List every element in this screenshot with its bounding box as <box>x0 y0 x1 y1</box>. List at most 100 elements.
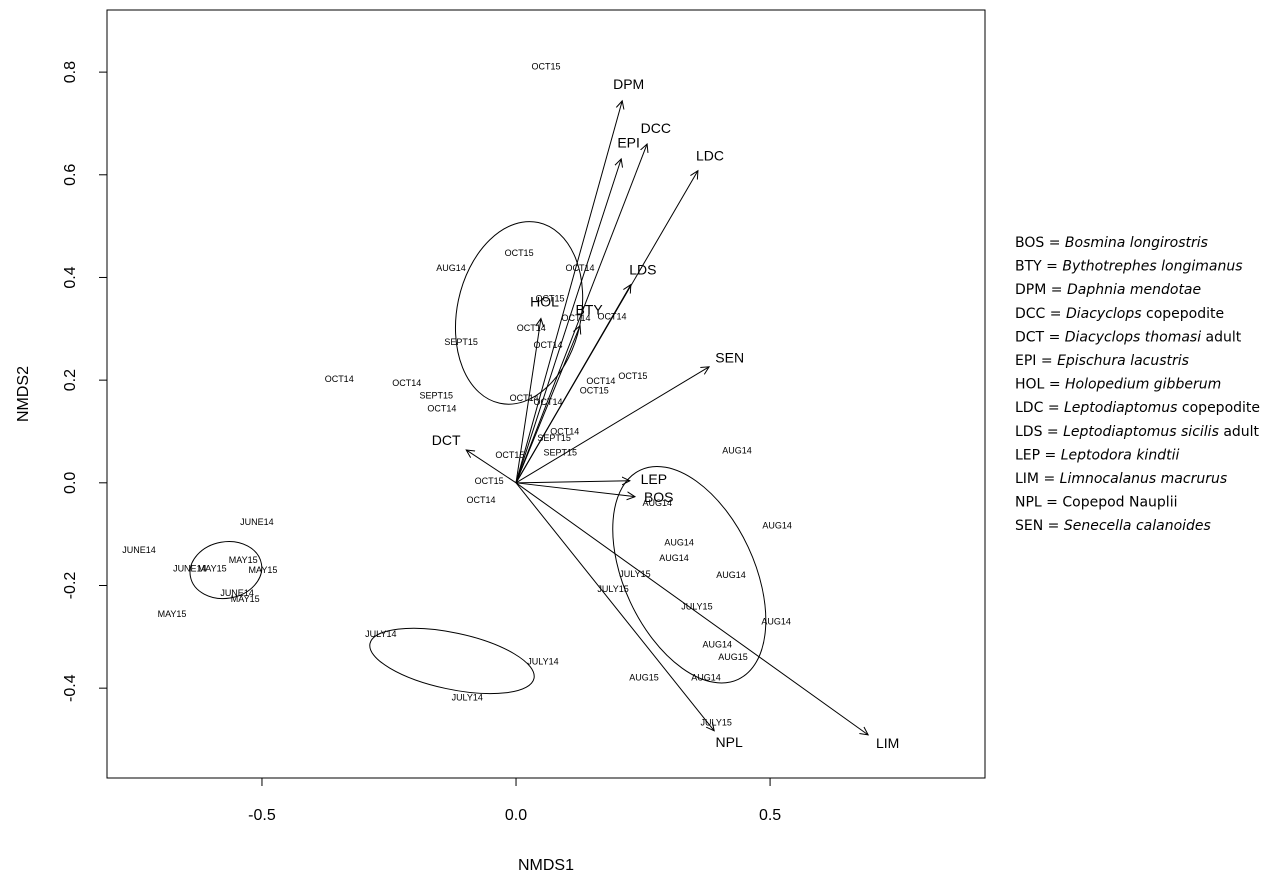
legend-code: NPL <box>1015 495 1042 511</box>
legend-entry: HOL = Holopedium gibberum <box>1015 377 1221 393</box>
legend-code: SEN <box>1015 518 1043 534</box>
legend-code: DCC <box>1015 306 1046 322</box>
site-label: MAY15 <box>198 563 227 573</box>
site-label: SEPT15 <box>543 447 577 457</box>
legend-code: LEP <box>1015 447 1040 463</box>
site-label: JULY14 <box>452 692 483 702</box>
legend-separator: = <box>1049 377 1061 393</box>
legend-species: Holopedium gibberum <box>1065 377 1221 393</box>
legend-code: BTY <box>1015 259 1042 275</box>
legend-code: DPM <box>1015 282 1046 298</box>
vector-label: DCT <box>432 432 461 448</box>
vector-arrow <box>515 482 868 735</box>
site-label: AUG14 <box>722 445 752 455</box>
legend-separator: = <box>1048 518 1060 534</box>
site-label: OCT14 <box>534 397 563 407</box>
vector-label: DCC <box>641 120 671 136</box>
vector-arrow <box>515 482 635 497</box>
site-label: OCT14 <box>466 495 495 505</box>
site-label: SEPT15 <box>537 433 571 443</box>
vector-arrow <box>515 144 647 483</box>
legend-species: Leptodiaptomus sicilis <box>1063 424 1219 440</box>
y-tick-label: 0.0 <box>62 472 79 494</box>
site-label: AUG14 <box>436 263 466 273</box>
vector-label: LDS <box>629 262 656 278</box>
legend-species: Bosmina longirostris <box>1065 235 1208 251</box>
y-tick-label: 0.6 <box>62 164 79 186</box>
site-label: OCT15 <box>618 371 647 381</box>
site-label: OCT14 <box>550 426 579 436</box>
y-tick-label: 0.8 <box>62 61 79 83</box>
legend-note: Copepod Nauplii <box>1062 495 1177 511</box>
legend-entry: DCT = Diacyclops thomasi adult <box>1015 329 1242 345</box>
vector-arrow <box>515 319 541 483</box>
vector-arrow <box>515 101 622 483</box>
legend-separator: = <box>1047 424 1059 440</box>
vector-label: LEP <box>641 471 667 487</box>
vector-arrow <box>515 285 631 484</box>
site-label: OCT15 <box>536 293 565 303</box>
site-label: OCT15 <box>495 450 524 460</box>
vector-label: EPI <box>617 134 640 150</box>
site-label: OCT15 <box>531 61 560 71</box>
vector-arrow <box>515 326 580 484</box>
legend-separator: = <box>1050 306 1062 322</box>
site-label: MAY15 <box>249 565 278 575</box>
site-label: AUG14 <box>691 672 721 682</box>
legend-entry: LEP = Leptodora kindtii <box>1015 447 1179 463</box>
site-label: JUNE14 <box>240 517 274 527</box>
legend-species: Epischura lacustris <box>1057 353 1189 369</box>
site-label: AUG14 <box>664 537 694 547</box>
legend-separator: = <box>1049 329 1061 345</box>
legend-code: LIM <box>1015 471 1039 487</box>
ellipse <box>612 465 767 684</box>
vector-arrow <box>516 481 630 483</box>
legend-code: DCT <box>1015 329 1045 345</box>
vector-label: LDC <box>696 148 724 164</box>
site-label: MAY15 <box>229 555 258 565</box>
site-label: SEPT15 <box>444 337 478 347</box>
site-label: JULY15 <box>619 569 650 579</box>
y-axis-label: NMDS2 <box>15 366 32 422</box>
site-label: JULY14 <box>527 656 558 666</box>
site-label: OCT15 <box>505 248 534 258</box>
legend-note: adult <box>1206 329 1242 345</box>
legend-note: copepodite <box>1182 400 1260 416</box>
site-label: AUG14 <box>761 616 791 626</box>
y-tick-label: -0.4 <box>62 674 79 702</box>
legend-entry: DCC = Diacyclops copepodite <box>1015 306 1224 322</box>
site-label: AUG15 <box>629 672 659 682</box>
legend-separator: = <box>1046 259 1058 275</box>
legend-entry: SEN = Senecella calanoides <box>1015 518 1211 534</box>
vector-label: HOL <box>530 293 559 309</box>
legend-species: Senecella calanoides <box>1064 518 1211 534</box>
vector-label: SEN <box>715 349 744 365</box>
legend-species: Diacyclops thomasi <box>1065 329 1201 345</box>
legend-species: Bythotrephes longimanus <box>1062 259 1242 275</box>
x-axis-label: NMDS1 <box>518 857 574 874</box>
vector-arrow <box>515 159 621 483</box>
site-label: AUG14 <box>659 553 689 563</box>
site-label: OCT14 <box>517 323 546 333</box>
vector-arrow <box>515 482 714 731</box>
site-label: AUG14 <box>702 639 732 649</box>
legend-separator: = <box>1051 282 1063 298</box>
legend-species: Diacyclops <box>1066 306 1142 322</box>
legend-species: Limnocalanus macrurus <box>1060 471 1227 487</box>
vector-label: DPM <box>613 76 644 92</box>
legend-code: BOS <box>1015 235 1044 251</box>
site-label: AUG14 <box>762 520 792 530</box>
site-label: JUNE14 <box>173 563 207 573</box>
vector-label: BOS <box>644 489 674 505</box>
x-tick-label: 0.0 <box>505 807 527 824</box>
legend-note: adult <box>1223 424 1259 440</box>
ellipse <box>189 541 263 600</box>
legend-code: HOL <box>1015 377 1045 393</box>
site-label: JULY14 <box>365 629 396 639</box>
x-tick-label: 0.5 <box>759 807 781 824</box>
vector-arrow <box>466 450 517 484</box>
legend-species: Leptodora kindtii <box>1061 447 1180 463</box>
vector-label: NPL <box>716 734 743 750</box>
legend-separator: = <box>1043 471 1055 487</box>
